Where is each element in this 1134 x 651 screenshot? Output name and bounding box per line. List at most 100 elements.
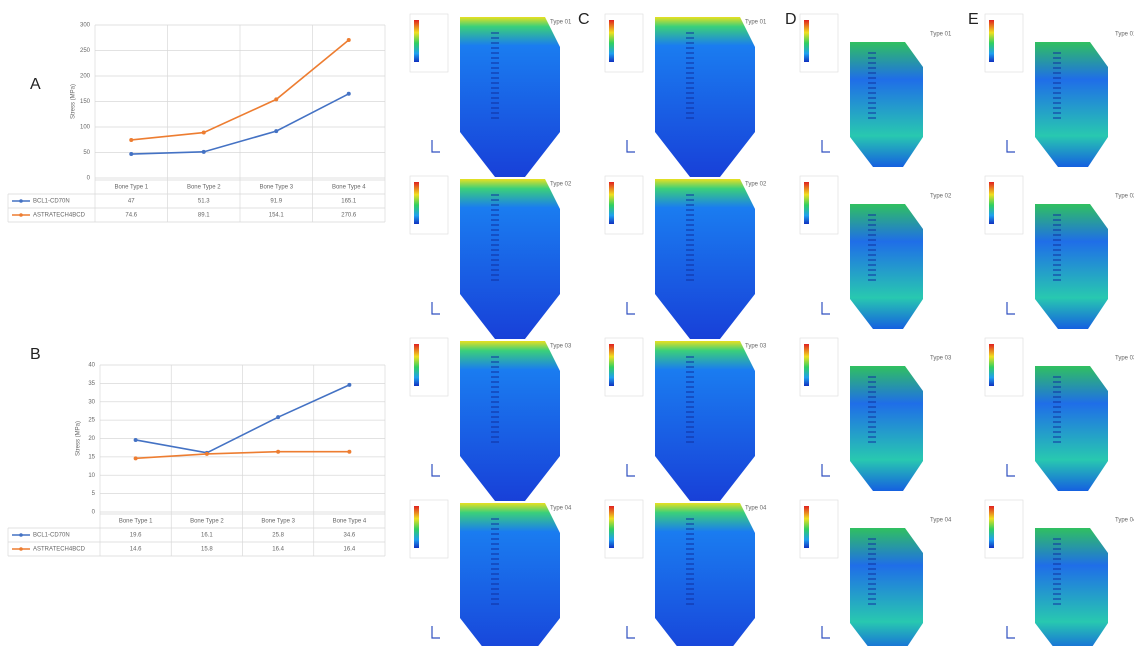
y-tick-label: 300	[80, 23, 91, 29]
stress-model	[850, 204, 923, 329]
axis-triad	[822, 302, 830, 314]
y-tick-label: 10	[88, 473, 95, 479]
color-legend-bar	[804, 182, 809, 224]
stress-model	[655, 341, 755, 501]
color-legend-bar	[609, 506, 614, 548]
color-legend-bar	[609, 182, 614, 224]
table-value: 51.3	[198, 199, 210, 205]
x-tick-label: Bone Type 4	[332, 185, 366, 191]
x-tick-label: Bone Type 3	[259, 185, 293, 191]
y-tick-label: 0	[92, 510, 96, 516]
fe-image: Type 03	[410, 338, 572, 501]
panel-letter: D	[785, 11, 797, 28]
model-label: Type 02	[745, 182, 767, 188]
panel-letter: B	[30, 346, 41, 363]
axis-triad	[432, 626, 440, 638]
axis-triad	[822, 464, 830, 476]
table-value: 25.8	[272, 533, 284, 539]
point	[129, 152, 133, 156]
legend-label: ASTRATECH4BCD	[33, 547, 86, 553]
fe-image: Type 03	[605, 338, 767, 501]
axis-triad	[627, 140, 635, 152]
color-legend-bar	[989, 506, 994, 548]
fe-image: Type 01	[605, 14, 767, 177]
legend-label: BCL1-CD70N	[33, 199, 70, 205]
stress-model	[460, 179, 560, 339]
y-tick-label: 50	[83, 150, 90, 156]
table-value: 16.1	[201, 533, 213, 539]
fe-image: Type 04	[800, 500, 952, 646]
stress-model	[460, 503, 560, 646]
stress-model	[850, 528, 923, 646]
legend-label: BCL1-CD70N	[33, 533, 70, 539]
table-value: 15.8	[201, 547, 213, 553]
model-label: Type 04	[1115, 518, 1134, 524]
model-label: Type 04	[930, 518, 952, 524]
fe-image: Type 03	[985, 338, 1134, 491]
stress-model	[1035, 204, 1108, 329]
table-value: 14.6	[130, 547, 142, 553]
color-legend-bar	[989, 182, 994, 224]
model-label: Type 01	[930, 32, 952, 38]
point	[274, 129, 278, 133]
point	[205, 452, 209, 456]
y-tick-label: 15	[88, 454, 95, 460]
stress-model	[460, 17, 560, 177]
y-tick-label: 100	[80, 125, 91, 131]
color-legend-bar	[414, 20, 419, 62]
y-tick-label: 35	[88, 381, 95, 387]
point	[347, 450, 351, 454]
y-tick-label: 250	[80, 48, 91, 54]
stress-model	[460, 341, 560, 501]
x-tick-label: Bone Type 1	[119, 519, 153, 525]
model-label: Type 02	[1115, 194, 1134, 200]
point	[129, 138, 133, 142]
color-legend-bar	[414, 506, 419, 548]
table-value: 91.9	[270, 199, 282, 205]
axis-triad	[1007, 302, 1015, 314]
color-legend-bar	[609, 344, 614, 386]
color-legend-bar	[989, 344, 994, 386]
legend-marker	[19, 213, 23, 217]
legend-label: ASTRATECH4BCD	[33, 213, 86, 219]
y-tick-label: 40	[88, 363, 95, 369]
axis-triad	[1007, 140, 1015, 152]
model-label: Type 02	[930, 194, 952, 200]
legend-marker	[19, 547, 23, 551]
fe-image: Type 02	[800, 176, 952, 329]
axis-triad	[1007, 464, 1015, 476]
y-tick-label: 0	[87, 176, 91, 182]
table-value: 154.1	[269, 213, 285, 219]
x-tick-label: Bone Type 2	[187, 185, 221, 191]
fe-image: Type 02	[410, 176, 572, 339]
table-value: 16.4	[344, 547, 356, 553]
color-legend-bar	[804, 344, 809, 386]
fe-image: Type 02	[985, 176, 1134, 329]
y-tick-label: 20	[88, 436, 95, 442]
axis-triad	[627, 464, 635, 476]
model-label: Type 01	[550, 20, 572, 26]
color-legend-bar	[804, 506, 809, 548]
fe-image: Type 02	[605, 176, 767, 339]
model-label: Type 03	[745, 344, 767, 350]
axis-triad	[822, 140, 830, 152]
table-value: 165.1	[341, 199, 357, 205]
point	[276, 450, 280, 454]
point	[274, 97, 278, 101]
point	[347, 38, 351, 42]
point	[134, 456, 138, 460]
point	[202, 150, 206, 154]
fe-image: Type 04	[985, 500, 1134, 646]
point	[347, 92, 351, 96]
y-axis-label: Stress (MPa)	[76, 421, 82, 456]
model-label: Type 04	[745, 506, 767, 512]
point	[202, 131, 206, 135]
table-value: 89.1	[198, 213, 210, 219]
stress-model	[1035, 366, 1108, 491]
figure: AStress (MPa)050100150200250300Bone Type…	[0, 0, 1134, 646]
table-value: 74.6	[125, 213, 137, 219]
stress-model	[655, 179, 755, 339]
stress-model	[655, 503, 755, 646]
fe-image: Type 01	[410, 14, 572, 177]
stress-model	[850, 366, 923, 491]
